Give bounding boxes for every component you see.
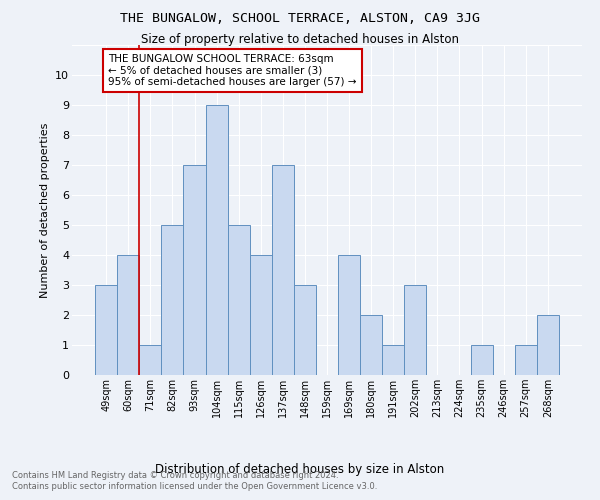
Bar <box>537 315 559 375</box>
Bar <box>360 315 382 375</box>
Bar <box>294 285 316 375</box>
Text: Size of property relative to detached houses in Alston: Size of property relative to detached ho… <box>141 32 459 46</box>
Bar <box>117 255 139 375</box>
Bar <box>404 285 427 375</box>
Text: Contains public sector information licensed under the Open Government Licence v3: Contains public sector information licen… <box>12 482 377 491</box>
Bar <box>338 255 360 375</box>
Text: THE BUNGALOW, SCHOOL TERRACE, ALSTON, CA9 3JG: THE BUNGALOW, SCHOOL TERRACE, ALSTON, CA… <box>120 12 480 26</box>
Text: Distribution of detached houses by size in Alston: Distribution of detached houses by size … <box>155 462 445 475</box>
Bar <box>139 345 161 375</box>
Text: Contains HM Land Registry data © Crown copyright and database right 2024.: Contains HM Land Registry data © Crown c… <box>12 471 338 480</box>
Bar <box>272 165 294 375</box>
Bar <box>227 225 250 375</box>
Y-axis label: Number of detached properties: Number of detached properties <box>40 122 50 298</box>
Bar <box>184 165 206 375</box>
Bar <box>382 345 404 375</box>
Bar <box>161 225 184 375</box>
Text: THE BUNGALOW SCHOOL TERRACE: 63sqm
← 5% of detached houses are smaller (3)
95% o: THE BUNGALOW SCHOOL TERRACE: 63sqm ← 5% … <box>108 54 356 87</box>
Bar <box>470 345 493 375</box>
Bar <box>250 255 272 375</box>
Bar <box>206 105 227 375</box>
Bar <box>95 285 117 375</box>
Bar <box>515 345 537 375</box>
